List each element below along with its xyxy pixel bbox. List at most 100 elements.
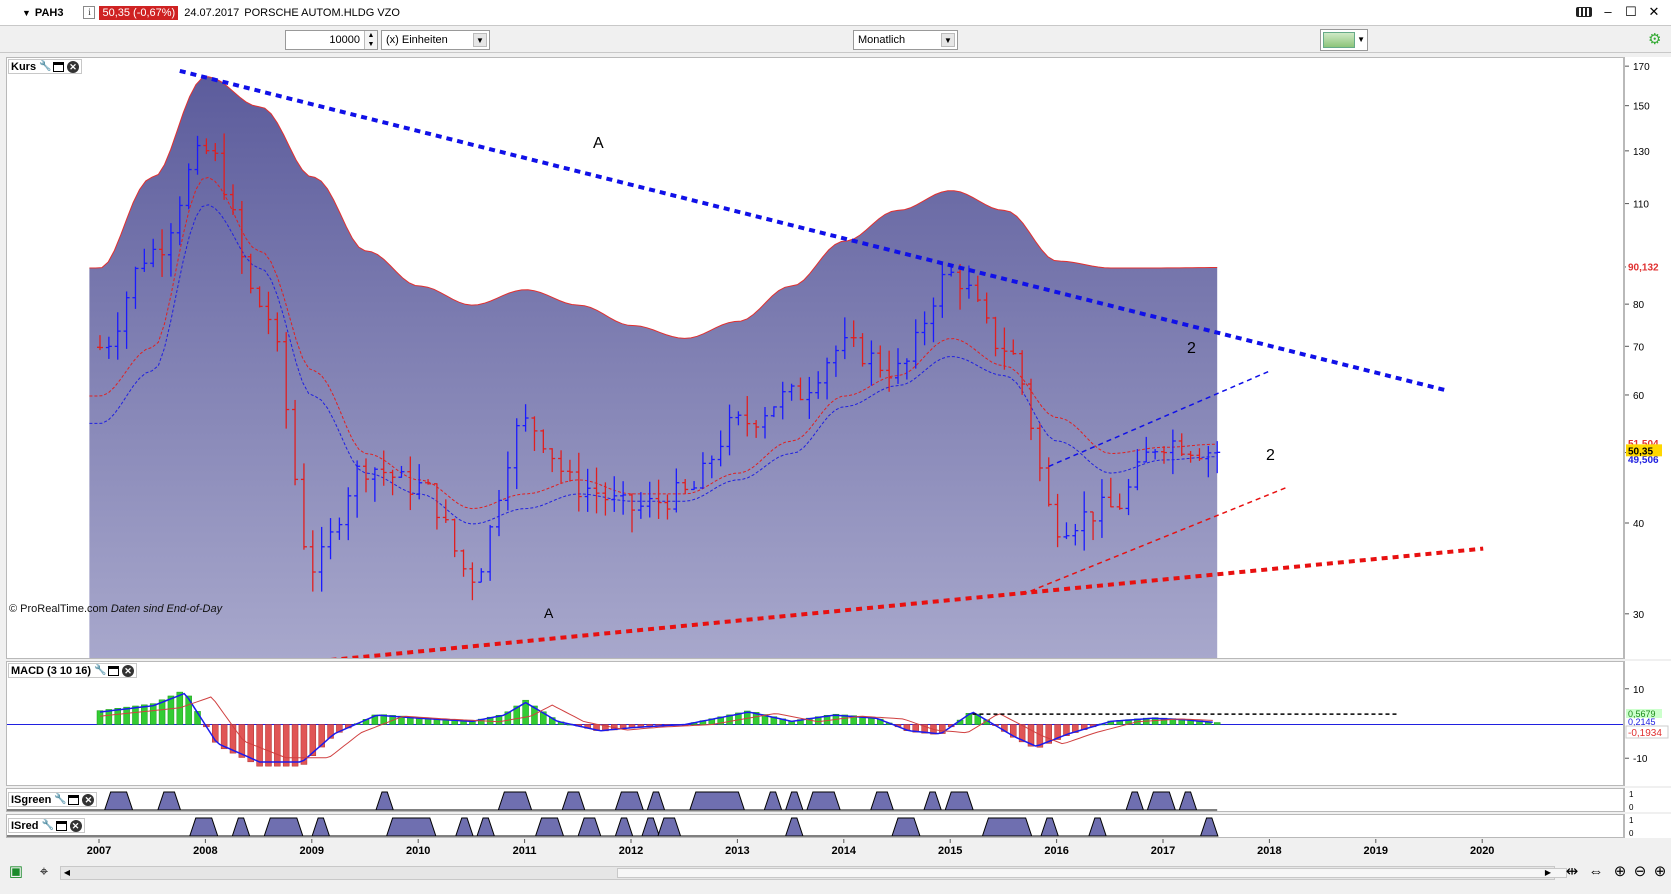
maximize-icon[interactable]: ☐ — [1625, 4, 1637, 19]
close-icon[interactable]: ✕ — [69, 819, 82, 832]
macd-red-value-box — [1625, 725, 1669, 739]
close-icon[interactable]: ✕ — [122, 664, 135, 677]
chevron-down-icon[interactable]: ▼ — [941, 33, 955, 47]
quantity-stepper[interactable]: 10000 ▲ ▼ — [285, 30, 378, 50]
period-select[interactable]: Monatlich ▼ — [853, 30, 958, 50]
price-bar — [549, 448, 556, 473]
isred-chart[interactable] — [7, 815, 1624, 838]
wrench-icon[interactable]: 🔧 — [41, 820, 54, 831]
price-bar — [451, 518, 458, 558]
price-bar — [327, 518, 334, 560]
time-scrollbar[interactable]: ◀ ▶ — [60, 866, 1567, 880]
price-bar — [167, 223, 174, 277]
close-icon[interactable]: ✕ — [82, 793, 95, 806]
macd-histogram-bar — [309, 724, 317, 756]
moving-average-blue-line — [89, 204, 1218, 525]
macd-signal-line — [99, 696, 1213, 759]
cursor-tool-icon[interactable]: ⌖ — [39, 863, 49, 880]
macd-panel[interactable]: MACD (3 10 16) 🔧 ✕ — [6, 661, 1624, 786]
price-bar — [744, 396, 751, 437]
minimize-icon[interactable]: – — [1604, 4, 1612, 19]
quote-date: 24.07.2017 — [184, 6, 240, 19]
isred-panel[interactable]: ISred 🔧 ✕ — [6, 814, 1624, 838]
price-bar — [957, 264, 964, 310]
gear-icon[interactable]: ⚙ — [1648, 31, 1662, 48]
price-bar — [300, 463, 307, 550]
price-bar — [398, 465, 405, 478]
quantity-value[interactable]: 10000 — [329, 34, 360, 46]
chevron-down-icon[interactable]: ▼ — [1357, 35, 1365, 44]
price-tick-label: 70 — [1633, 342, 1645, 353]
price-bar — [921, 311, 928, 346]
macd-histogram-bar — [717, 716, 724, 725]
isgreen-chart[interactable] — [7, 789, 1624, 812]
isred-signal — [455, 817, 474, 837]
fit-range-icon[interactable]: ⇹ — [1565, 863, 1579, 880]
isgreen-signal — [1146, 791, 1177, 811]
price-bar — [425, 479, 432, 485]
price-bar — [664, 494, 671, 520]
upper-band-line — [89, 76, 1218, 339]
zoom-out-icon[interactable]: ⊖ — [1633, 863, 1647, 880]
macd-histogram-bar — [380, 714, 387, 725]
macd-histogram-bar — [850, 715, 857, 725]
price-bar — [1116, 493, 1123, 510]
macd-histogram-bar — [504, 711, 512, 725]
isgreen-signal — [561, 791, 586, 811]
window-icon[interactable] — [108, 665, 120, 676]
chart-type-icon[interactable]: ▣ — [8, 863, 24, 880]
macd-histogram-bar — [841, 714, 849, 725]
price-bar — [531, 416, 538, 451]
keyboard-icon[interactable] — [1576, 7, 1592, 17]
macd-histogram-bar — [752, 712, 760, 725]
macd-histogram-bar — [398, 715, 405, 725]
price-axis[interactable]: 1701501301109080706050403090,13251,50449… — [1624, 57, 1671, 659]
window-icon[interactable] — [68, 794, 80, 805]
move-icon[interactable]: ⇔ — [1588, 863, 1604, 880]
price-chart[interactable]: A A 2 2 © ProRealTime.com Daten sind End-of-… — [7, 58, 1624, 659]
chevron-down-icon[interactable]: ▼ — [473, 33, 487, 47]
isgreen-signal — [1125, 791, 1145, 811]
chart-settings-button[interactable]: ▼ — [1320, 29, 1368, 51]
isgreen-panel[interactable]: ISgreen 🔧 ✕ — [6, 788, 1624, 812]
macd-histogram-bar — [912, 724, 919, 733]
macd-histogram-bar — [282, 724, 290, 767]
price-chart-panel[interactable]: A A 2 2 © ProRealTime.com Daten sind End-of-… — [6, 57, 1624, 659]
symbol-menu-arrow-icon[interactable]: ▼ — [22, 7, 31, 18]
price-bar — [416, 464, 423, 500]
macd-axis[interactable]: 10 -10 0,5679 0,2145 -0,1934 — [1624, 661, 1671, 786]
year-tick-label: 2014 — [832, 845, 857, 857]
time-axis[interactable]: 2007 2008 2009 2010 2011 2012 2013 2014 2015 2016… — [0, 839, 1620, 859]
macd-histogram-bar — [158, 699, 166, 725]
price-bar — [611, 476, 618, 512]
symbol-label[interactable]: PAH3 — [34, 6, 64, 19]
scroll-right-icon[interactable]: ▶ — [1544, 868, 1552, 877]
wrench-icon[interactable]: 🔧 — [54, 794, 67, 805]
zoom-reset-icon[interactable]: ⊕ — [1613, 863, 1627, 880]
price-bar — [699, 452, 706, 489]
price-bar — [1161, 446, 1167, 464]
scroll-thumb[interactable] — [617, 868, 1567, 878]
close-icon[interactable]: ✕ — [1648, 4, 1660, 19]
price-bar — [150, 238, 157, 268]
zoom-in-icon[interactable]: ⊕ — [1653, 863, 1667, 880]
stepper-arrows-icon[interactable]: ▲ ▼ — [364, 31, 377, 49]
info-icon[interactable]: i — [83, 6, 96, 19]
close-icon[interactable]: ✕ — [67, 60, 80, 73]
macd-histogram-bar — [167, 695, 175, 725]
wrench-icon[interactable]: 🔧 — [39, 61, 52, 72]
isgreen-signal — [375, 791, 394, 811]
price-bar — [345, 487, 352, 541]
isgreen-signal — [497, 791, 533, 811]
macd-chart[interactable] — [7, 662, 1624, 786]
units-select[interactable]: (x) Einheiten ▼ — [381, 30, 490, 50]
window-icon[interactable] — [53, 61, 65, 72]
year-tick-label: 2010 — [406, 845, 430, 857]
macd-histogram-bar — [735, 712, 742, 725]
window-icon[interactable] — [55, 820, 67, 831]
signal-tick-label: 0 — [1629, 829, 1634, 838]
wrench-icon[interactable]: 🔧 — [94, 665, 107, 676]
macd-histogram-bar — [1010, 724, 1017, 738]
scroll-left-icon[interactable]: ◀ — [63, 868, 71, 877]
